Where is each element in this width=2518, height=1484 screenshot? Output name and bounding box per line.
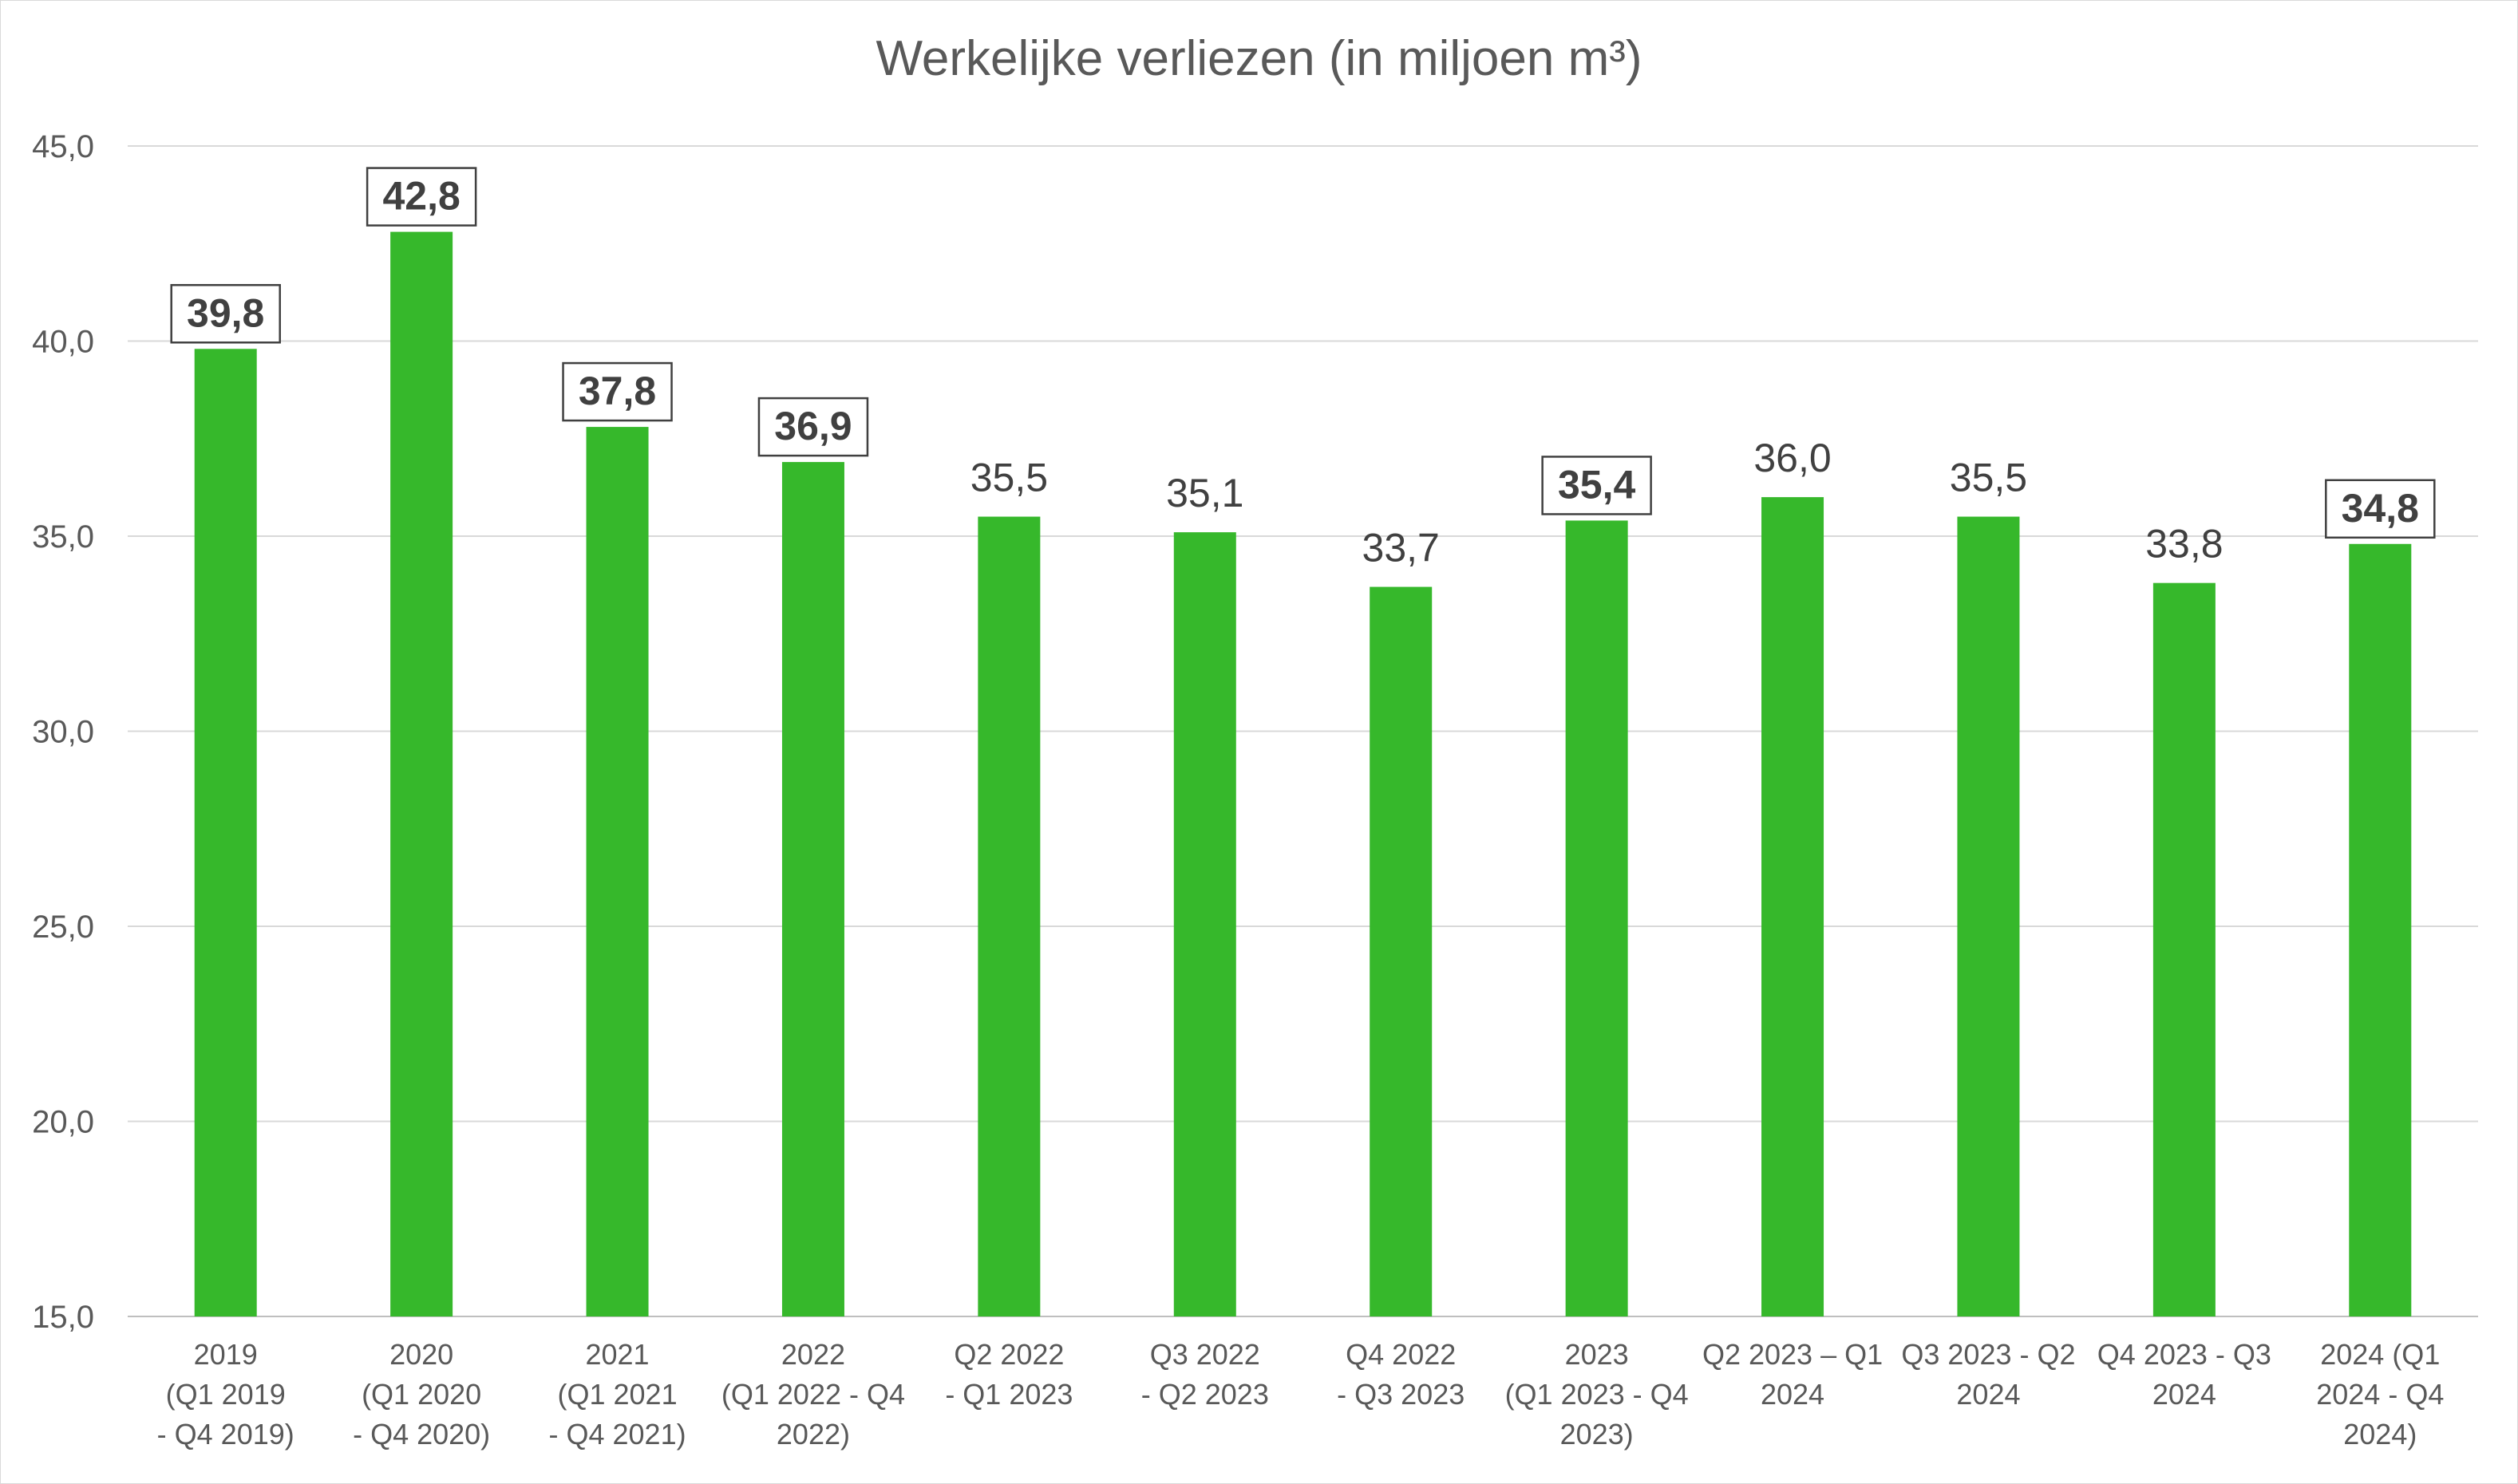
x-tick-label: 2024 (Q1 <box>2320 1338 2440 1371</box>
data-label: 33,7 <box>1362 526 1440 570</box>
bar <box>1370 586 1433 1316</box>
y-tick-label: 45,0 <box>32 129 94 164</box>
y-tick-label: 30,0 <box>32 715 94 750</box>
data-label: 34,8 <box>2342 486 2419 531</box>
x-tick-label: Q4 2022 <box>1346 1338 1456 1371</box>
y-tick-label: 20,0 <box>32 1105 94 1140</box>
y-tick-label: 25,0 <box>32 910 94 945</box>
x-tick-label: 2020 <box>389 1338 453 1371</box>
x-tick-label: 2024 <box>1761 1378 1824 1411</box>
data-label-box <box>562 361 673 422</box>
bar <box>1761 497 1824 1316</box>
chart-title: Werkelijke verliezen (in miljoen m³) <box>876 31 1642 86</box>
x-tick-label: 2024) <box>2343 1418 2417 1450</box>
x-tick-label: 2024 <box>1956 1378 2020 1411</box>
x-tick-label: - Q4 2021) <box>548 1418 686 1450</box>
y-tick-label: 15,0 <box>32 1300 94 1335</box>
bar <box>194 349 257 1316</box>
x-tick-label: 2019 <box>194 1338 258 1371</box>
data-label: 35,5 <box>970 456 1048 500</box>
bar <box>1565 520 1628 1316</box>
x-tick-label: Q2 2023 – Q1 <box>1702 1338 1883 1371</box>
x-tick-label: (Q1 2023 - Q4 <box>1505 1378 1689 1411</box>
x-tick-label: - Q2 2023 <box>1141 1378 1269 1411</box>
data-label: 37,8 <box>579 369 656 413</box>
data-label: 35,1 <box>1166 471 1243 515</box>
data-label: 36,0 <box>1753 436 1831 480</box>
x-tick-label: 2021 <box>585 1338 649 1371</box>
x-tick-label: 2024 <box>2152 1378 2216 1411</box>
data-label-box <box>757 397 869 457</box>
data-label: 42,8 <box>382 174 460 219</box>
x-tick-label: 2023) <box>1560 1418 1634 1450</box>
bar <box>1173 532 1236 1316</box>
x-tick-label: - Q4 2019) <box>157 1418 294 1450</box>
data-label: 35,4 <box>1558 462 1636 507</box>
x-tick-label: (Q1 2020 <box>362 1378 481 1411</box>
x-tick-label: - Q3 2023 <box>1337 1378 1465 1411</box>
x-tick-label: 2023 <box>1565 1338 1629 1371</box>
x-tick-label: Q3 2022 <box>1150 1338 1260 1371</box>
x-tick-label: (Q1 2021 <box>557 1378 677 1411</box>
y-tick-label: 40,0 <box>32 325 94 360</box>
x-tick-label: (Q1 2019 <box>166 1378 286 1411</box>
data-label: 35,5 <box>1950 456 2027 500</box>
bar <box>1957 516 2020 1316</box>
x-tick-label: Q2 2022 <box>954 1338 1064 1371</box>
data-label: 39,8 <box>187 290 264 335</box>
bar <box>390 231 453 1317</box>
x-tick-label: 2022) <box>777 1418 850 1450</box>
x-tick-label: Q3 2023 - Q2 <box>1901 1338 2075 1371</box>
x-tick-label: 2024 - Q4 <box>2316 1378 2444 1411</box>
data-label-box <box>366 167 477 227</box>
bar <box>978 516 1041 1316</box>
data-label-box <box>2325 479 2436 539</box>
data-label: 36,9 <box>774 404 852 448</box>
x-tick-label: - Q4 2020) <box>353 1418 490 1450</box>
y-tick-label: 35,0 <box>32 519 94 555</box>
bar <box>2349 543 2412 1316</box>
bar <box>2152 582 2216 1316</box>
x-tick-label: Q4 2023 - Q3 <box>2097 1338 2271 1371</box>
data-label: 33,8 <box>2145 522 2223 566</box>
x-tick-label: 2022 <box>781 1338 845 1371</box>
bar <box>781 462 844 1316</box>
data-label-box <box>170 284 281 344</box>
x-tick-label: - Q1 2023 <box>945 1378 1073 1411</box>
data-label-box <box>1541 456 1652 515</box>
bar <box>586 427 649 1316</box>
x-tick-label: (Q1 2022 - Q4 <box>721 1378 905 1411</box>
